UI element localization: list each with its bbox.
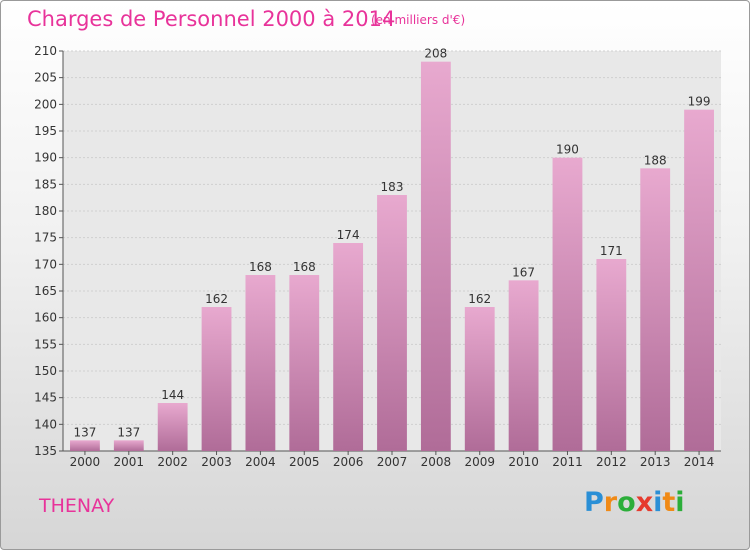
- y-tick-label: 150: [34, 364, 57, 378]
- y-tick-label: 140: [34, 417, 57, 431]
- bar-2008: [420, 61, 451, 452]
- bar-2006: [333, 243, 364, 451]
- x-tick-label-2003: 2003: [201, 455, 232, 469]
- logo-letter: i: [653, 487, 663, 518]
- chart-title: Charges de Personnel 2000 à 2014: [27, 7, 396, 31]
- y-tick-label: 200: [34, 97, 57, 111]
- data-label-2003: 162: [205, 292, 228, 306]
- bar-2012: [596, 259, 627, 451]
- data-label-2009: 162: [468, 292, 491, 306]
- x-tick-label-2008: 2008: [421, 455, 452, 469]
- chart-subtitle: (en milliers d'€): [371, 13, 466, 27]
- data-label-2002: 144: [161, 388, 184, 402]
- logo-letter: t: [662, 487, 676, 518]
- bar-2013: [640, 168, 671, 452]
- data-label-2014: 199: [688, 95, 711, 109]
- proxiti-logo: Proxiti: [584, 487, 685, 518]
- y-tick-label: 210: [34, 44, 57, 58]
- data-label-2010: 167: [512, 265, 535, 279]
- logo-letter: r: [603, 487, 618, 518]
- data-label-2000: 137: [73, 425, 96, 439]
- x-tick-label-2013: 2013: [640, 455, 671, 469]
- y-tick-label: 185: [34, 177, 57, 191]
- bar-2002: [157, 403, 188, 451]
- logo-letter: o: [617, 487, 636, 518]
- y-tick-label: 175: [34, 231, 57, 245]
- data-label-2004: 168: [249, 260, 272, 274]
- x-tick-label-2001: 2001: [114, 455, 145, 469]
- y-tick-label: 170: [34, 257, 57, 271]
- x-tick-label-2006: 2006: [333, 455, 364, 469]
- x-tick-label-2014: 2014: [684, 455, 715, 469]
- logo-letter: i: [675, 487, 685, 518]
- y-tick-label: 135: [34, 444, 57, 458]
- data-label-2005: 168: [293, 260, 316, 274]
- y-tick-label: 155: [34, 337, 57, 351]
- bar-2007: [377, 195, 407, 451]
- bar-2003: [201, 307, 232, 451]
- y-tick-label: 180: [34, 204, 57, 218]
- logo-letter: P: [584, 487, 604, 518]
- bar-2014: [684, 109, 714, 452]
- x-tick-label-2007: 2007: [377, 455, 408, 469]
- y-tick-label: 195: [34, 124, 57, 138]
- y-tick-label: 205: [34, 71, 57, 85]
- y-tick-label: 190: [34, 151, 57, 165]
- data-label-2013: 188: [644, 153, 667, 167]
- x-tick-label-2004: 2004: [245, 455, 276, 469]
- x-tick-label-2010: 2010: [508, 455, 539, 469]
- bar-2000: [70, 440, 100, 451]
- data-label-2011: 190: [556, 143, 579, 157]
- bar-2001: [113, 440, 144, 451]
- bar-2009: [464, 307, 495, 451]
- x-tick-label-2005: 2005: [289, 455, 320, 469]
- y-tick-label: 165: [34, 284, 57, 298]
- y-tick-label: 145: [34, 391, 57, 405]
- bar-2011: [552, 157, 583, 451]
- data-label-2007: 183: [381, 180, 404, 194]
- x-tick-label-2011: 2011: [552, 455, 583, 469]
- x-tick-label-2002: 2002: [157, 455, 188, 469]
- bar-2004: [245, 275, 276, 451]
- x-tick-label-2012: 2012: [596, 455, 627, 469]
- y-tick-label: 160: [34, 311, 57, 325]
- data-label-2008: 208: [424, 47, 447, 61]
- x-tick-label-2000: 2000: [70, 455, 101, 469]
- logo-letter: x: [635, 487, 654, 518]
- bar-2005: [289, 275, 320, 451]
- data-label-2001: 137: [117, 425, 140, 439]
- bar-2010: [508, 280, 539, 451]
- data-label-2006: 174: [337, 228, 360, 242]
- x-tick-label-2009: 2009: [464, 455, 495, 469]
- data-label-2012: 171: [600, 244, 623, 258]
- commune-name: THENAY: [39, 495, 115, 517]
